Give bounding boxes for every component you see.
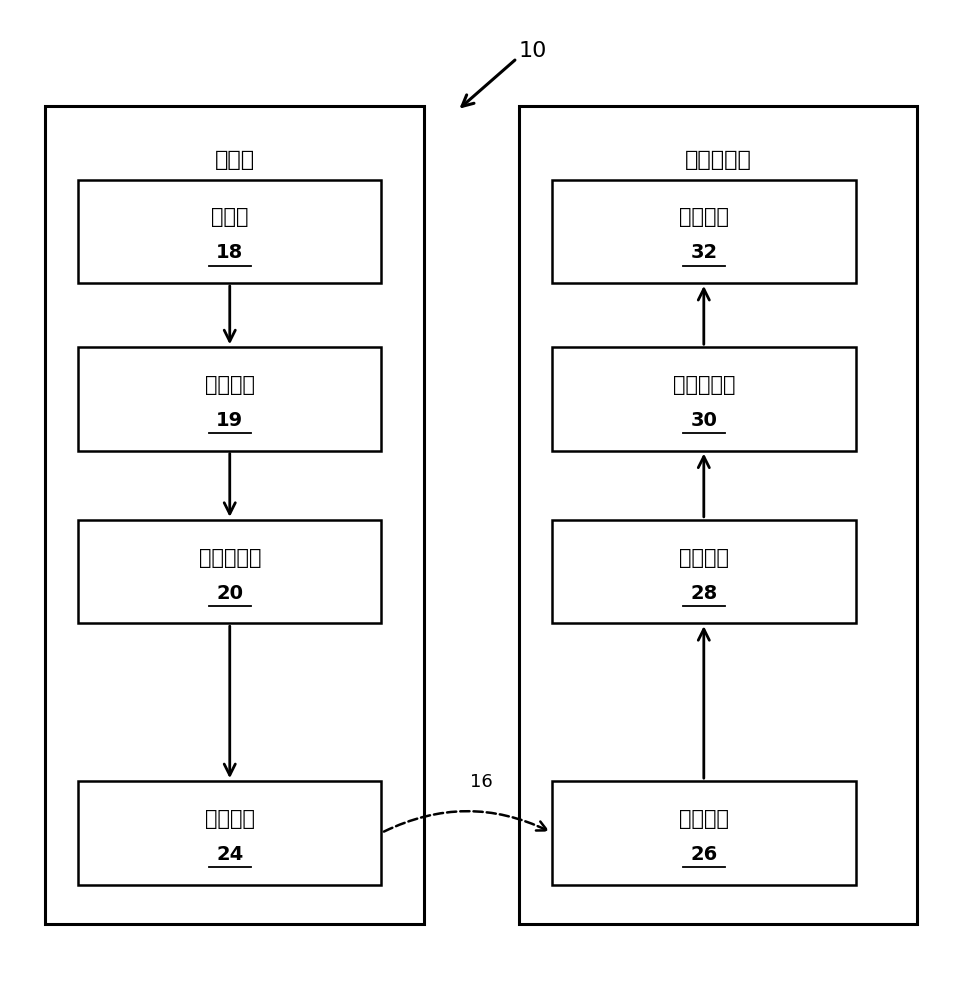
Text: 32: 32 — [690, 243, 717, 262]
Text: 14: 14 — [702, 207, 731, 227]
Text: 16: 16 — [469, 773, 492, 791]
Text: 存储媒体: 存储媒体 — [205, 375, 255, 395]
Text: 18: 18 — [216, 243, 243, 262]
Text: 目的地装置: 目的地装置 — [684, 150, 751, 170]
FancyBboxPatch shape — [78, 781, 382, 885]
Text: 26: 26 — [689, 845, 717, 864]
FancyBboxPatch shape — [78, 347, 382, 451]
FancyBboxPatch shape — [78, 180, 382, 283]
Text: 输出接口: 输出接口 — [205, 809, 255, 829]
Text: 存储媒体: 存储媒体 — [678, 548, 728, 568]
Text: 显示装置: 显示装置 — [678, 207, 728, 227]
Text: 24: 24 — [216, 845, 243, 864]
FancyBboxPatch shape — [552, 180, 854, 283]
Text: 输入接口: 输入接口 — [678, 809, 728, 829]
FancyBboxPatch shape — [552, 520, 854, 623]
Text: 源装置: 源装置 — [214, 150, 255, 170]
Text: 10: 10 — [518, 41, 547, 61]
Text: 视频编码器: 视频编码器 — [198, 548, 260, 568]
Text: 28: 28 — [689, 584, 717, 603]
Text: 20: 20 — [216, 584, 243, 603]
Text: 视频解码器: 视频解码器 — [672, 375, 734, 395]
Text: 视频源: 视频源 — [210, 207, 248, 227]
Text: 30: 30 — [690, 411, 717, 430]
Text: 19: 19 — [216, 411, 243, 430]
FancyBboxPatch shape — [45, 106, 424, 924]
FancyBboxPatch shape — [78, 520, 382, 623]
FancyBboxPatch shape — [552, 347, 854, 451]
FancyBboxPatch shape — [518, 106, 916, 924]
FancyBboxPatch shape — [552, 781, 854, 885]
Text: 12: 12 — [220, 207, 249, 227]
